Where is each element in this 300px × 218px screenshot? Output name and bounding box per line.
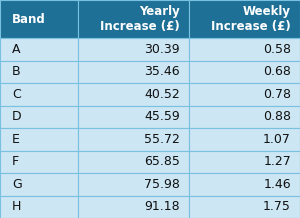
Bar (189, 0, 300, 38)
Bar (78, 196, 189, 218)
Bar (0, 151, 78, 173)
Bar (78, 128, 189, 151)
Text: 1.27: 1.27 (263, 155, 291, 168)
Bar (78, 61, 189, 83)
Text: 65.85: 65.85 (144, 155, 180, 168)
Bar (0, 0, 78, 38)
Text: F: F (12, 155, 19, 168)
Text: A: A (12, 43, 20, 56)
Text: C: C (12, 88, 21, 101)
Text: 1.75: 1.75 (263, 200, 291, 213)
Text: 1.46: 1.46 (263, 178, 291, 191)
Text: E: E (12, 133, 20, 146)
Text: 0.68: 0.68 (263, 65, 291, 78)
Text: G: G (12, 178, 22, 191)
Text: 0.58: 0.58 (263, 43, 291, 56)
Text: Band: Band (12, 13, 46, 26)
Bar (189, 128, 300, 151)
Bar (78, 0, 189, 38)
Bar (0, 196, 78, 218)
Bar (78, 106, 189, 128)
Bar (189, 38, 300, 61)
Text: 35.46: 35.46 (144, 65, 180, 78)
Text: Weekly
Increase (£): Weekly Increase (£) (211, 5, 291, 33)
Text: 45.59: 45.59 (144, 110, 180, 123)
Text: B: B (12, 65, 21, 78)
Bar (0, 83, 78, 106)
Bar (189, 106, 300, 128)
Bar (189, 173, 300, 196)
Bar (0, 128, 78, 151)
Text: 1.07: 1.07 (263, 133, 291, 146)
Bar (189, 151, 300, 173)
Text: 0.88: 0.88 (263, 110, 291, 123)
Bar (0, 38, 78, 61)
Bar (0, 173, 78, 196)
Bar (78, 151, 189, 173)
Text: 0.78: 0.78 (263, 88, 291, 101)
Text: 91.18: 91.18 (144, 200, 180, 213)
Text: 75.98: 75.98 (144, 178, 180, 191)
Bar (78, 38, 189, 61)
Text: D: D (12, 110, 22, 123)
Bar (0, 61, 78, 83)
Text: 40.52: 40.52 (144, 88, 180, 101)
Bar (189, 83, 300, 106)
Text: 55.72: 55.72 (144, 133, 180, 146)
Text: Yearly
Increase (£): Yearly Increase (£) (100, 5, 180, 33)
Bar (189, 196, 300, 218)
Bar (78, 83, 189, 106)
Bar (78, 173, 189, 196)
Bar (0, 106, 78, 128)
Text: H: H (12, 200, 21, 213)
Text: 30.39: 30.39 (144, 43, 180, 56)
Bar (189, 61, 300, 83)
